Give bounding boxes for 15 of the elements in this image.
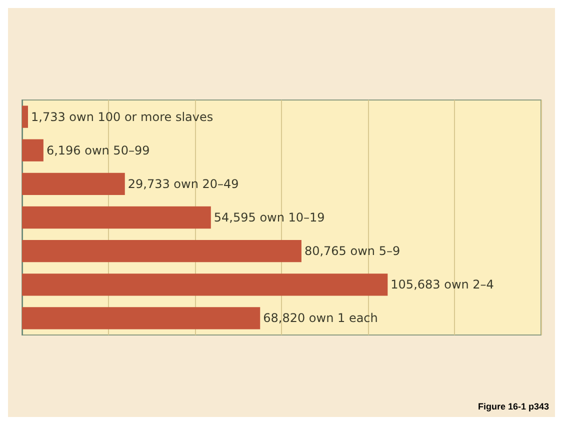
- bar: [22, 139, 44, 162]
- bar: [22, 106, 28, 128]
- caption: Figure 16-1 p343: [478, 402, 549, 412]
- bar: [22, 274, 388, 296]
- data-label: 105,683 own 2–4: [390, 278, 494, 292]
- data-label: 54,595 own 10–19: [214, 210, 325, 224]
- data-label: 29,733 own 20–49: [128, 176, 239, 191]
- data-label: 1,733 own 100 or more slaves: [30, 110, 214, 124]
- data-label: 68,820 own 1 each: [263, 311, 378, 326]
- bar: [22, 307, 260, 330]
- bar: [22, 206, 211, 229]
- bar: [22, 172, 125, 196]
- data-label: 80,765 own 5–9: [304, 244, 400, 258]
- data-label: 6,196 own 50–99: [46, 143, 150, 158]
- bar: [22, 240, 302, 262]
